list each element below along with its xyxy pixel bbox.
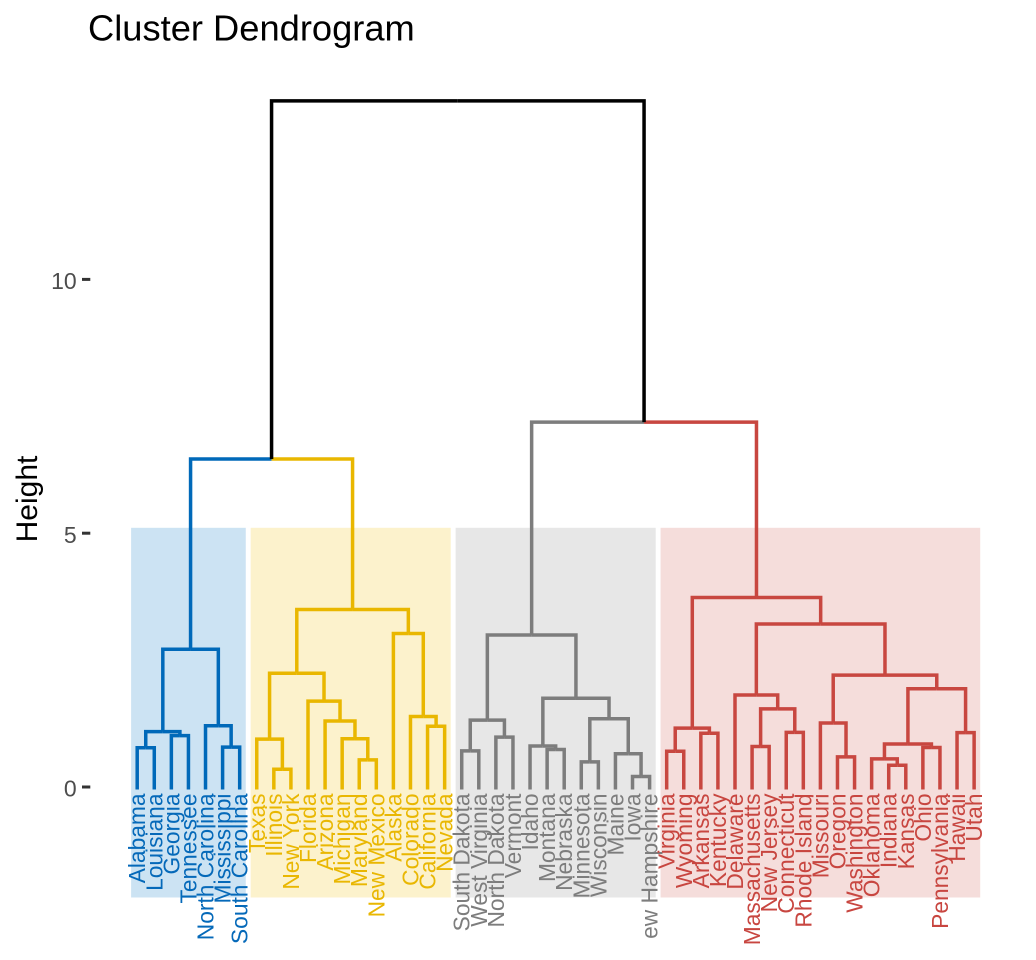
svg-text:Oregon: Oregon [824, 794, 850, 870]
svg-text:Missouri: Missouri [807, 794, 833, 879]
svg-text:Maryland: Maryland [346, 794, 372, 888]
svg-text:New Mexico: New Mexico [363, 794, 389, 918]
svg-text:South Dakota: South Dakota [449, 793, 475, 931]
svg-text:0: 0 [64, 776, 77, 802]
svg-text:Oklahoma: Oklahoma [859, 793, 885, 897]
svg-text:Mississippi: Mississippi [210, 794, 236, 904]
svg-text:Alabama: Alabama [124, 793, 150, 883]
svg-text:10: 10 [51, 268, 77, 294]
svg-text:Pennsylvania: Pennsylvania [927, 793, 953, 929]
svg-text:California: California [415, 793, 441, 889]
svg-text:Tennessee: Tennessee [175, 794, 201, 904]
svg-text:ew Hampshire: ew Hampshire [637, 794, 663, 939]
svg-text:Virginia: Virginia [654, 793, 680, 869]
svg-text:Alaska: Alaska [380, 793, 406, 862]
svg-text:Height: Height [11, 455, 44, 542]
svg-text:Vermont: Vermont [500, 793, 526, 878]
svg-text:Kentucky: Kentucky [705, 793, 731, 887]
svg-text:Montana: Montana [534, 793, 560, 882]
svg-text:Michigan: Michigan [329, 794, 355, 885]
svg-text:Cluster Dendrogram: Cluster Dendrogram [88, 7, 415, 48]
svg-text:Rhode Island: Rhode Island [790, 794, 816, 928]
svg-text:5: 5 [64, 522, 77, 548]
svg-text:Colorado: Colorado [397, 794, 423, 886]
svg-text:Nevada: Nevada [432, 793, 458, 872]
svg-text:Minnesota: Minnesota [568, 793, 594, 898]
svg-text:Illinois: Illinois [261, 794, 287, 857]
svg-text:New York: New York [278, 793, 304, 890]
svg-text:Idaho: Idaho [517, 794, 543, 851]
svg-text:Maine: Maine [602, 794, 628, 856]
svg-text:Utah: Utah [961, 794, 987, 842]
svg-text:Wisconsin: Wisconsin [585, 794, 611, 898]
svg-text:Florida: Florida [295, 793, 321, 863]
svg-text:Texas: Texas [244, 794, 270, 853]
svg-text:Hawaii: Hawaii [944, 794, 970, 862]
svg-text:Washington: Washington [842, 794, 868, 913]
svg-text:North Dakota: North Dakota [483, 793, 509, 927]
svg-text:Wyoming: Wyoming [671, 794, 697, 889]
svg-text:New Jersey: New Jersey [756, 793, 782, 912]
svg-text:Arkansas: Arkansas [688, 794, 714, 889]
svg-text:Indiana: Indiana [876, 793, 902, 868]
svg-text:Nebraska: Nebraska [551, 793, 577, 891]
svg-text:Iowa: Iowa [620, 793, 646, 841]
svg-text:Massachusetts: Massachusetts [739, 794, 765, 946]
svg-text:Ohio: Ohio [910, 794, 936, 842]
svg-text:Arizona: Arizona [312, 793, 338, 870]
svg-text:West Virginia: West Virginia [466, 793, 492, 927]
svg-text:North Carolina: North Carolina [193, 793, 219, 940]
svg-text:Louisiana: Louisiana [141, 793, 167, 891]
svg-text:Delaware: Delaware [722, 794, 748, 890]
svg-text:Connecticut: Connecticut [773, 793, 799, 914]
svg-text:Georgia: Georgia [158, 793, 184, 874]
svg-text:South Carolina: South Carolina [227, 793, 253, 944]
svg-text:Kansas: Kansas [893, 794, 919, 870]
